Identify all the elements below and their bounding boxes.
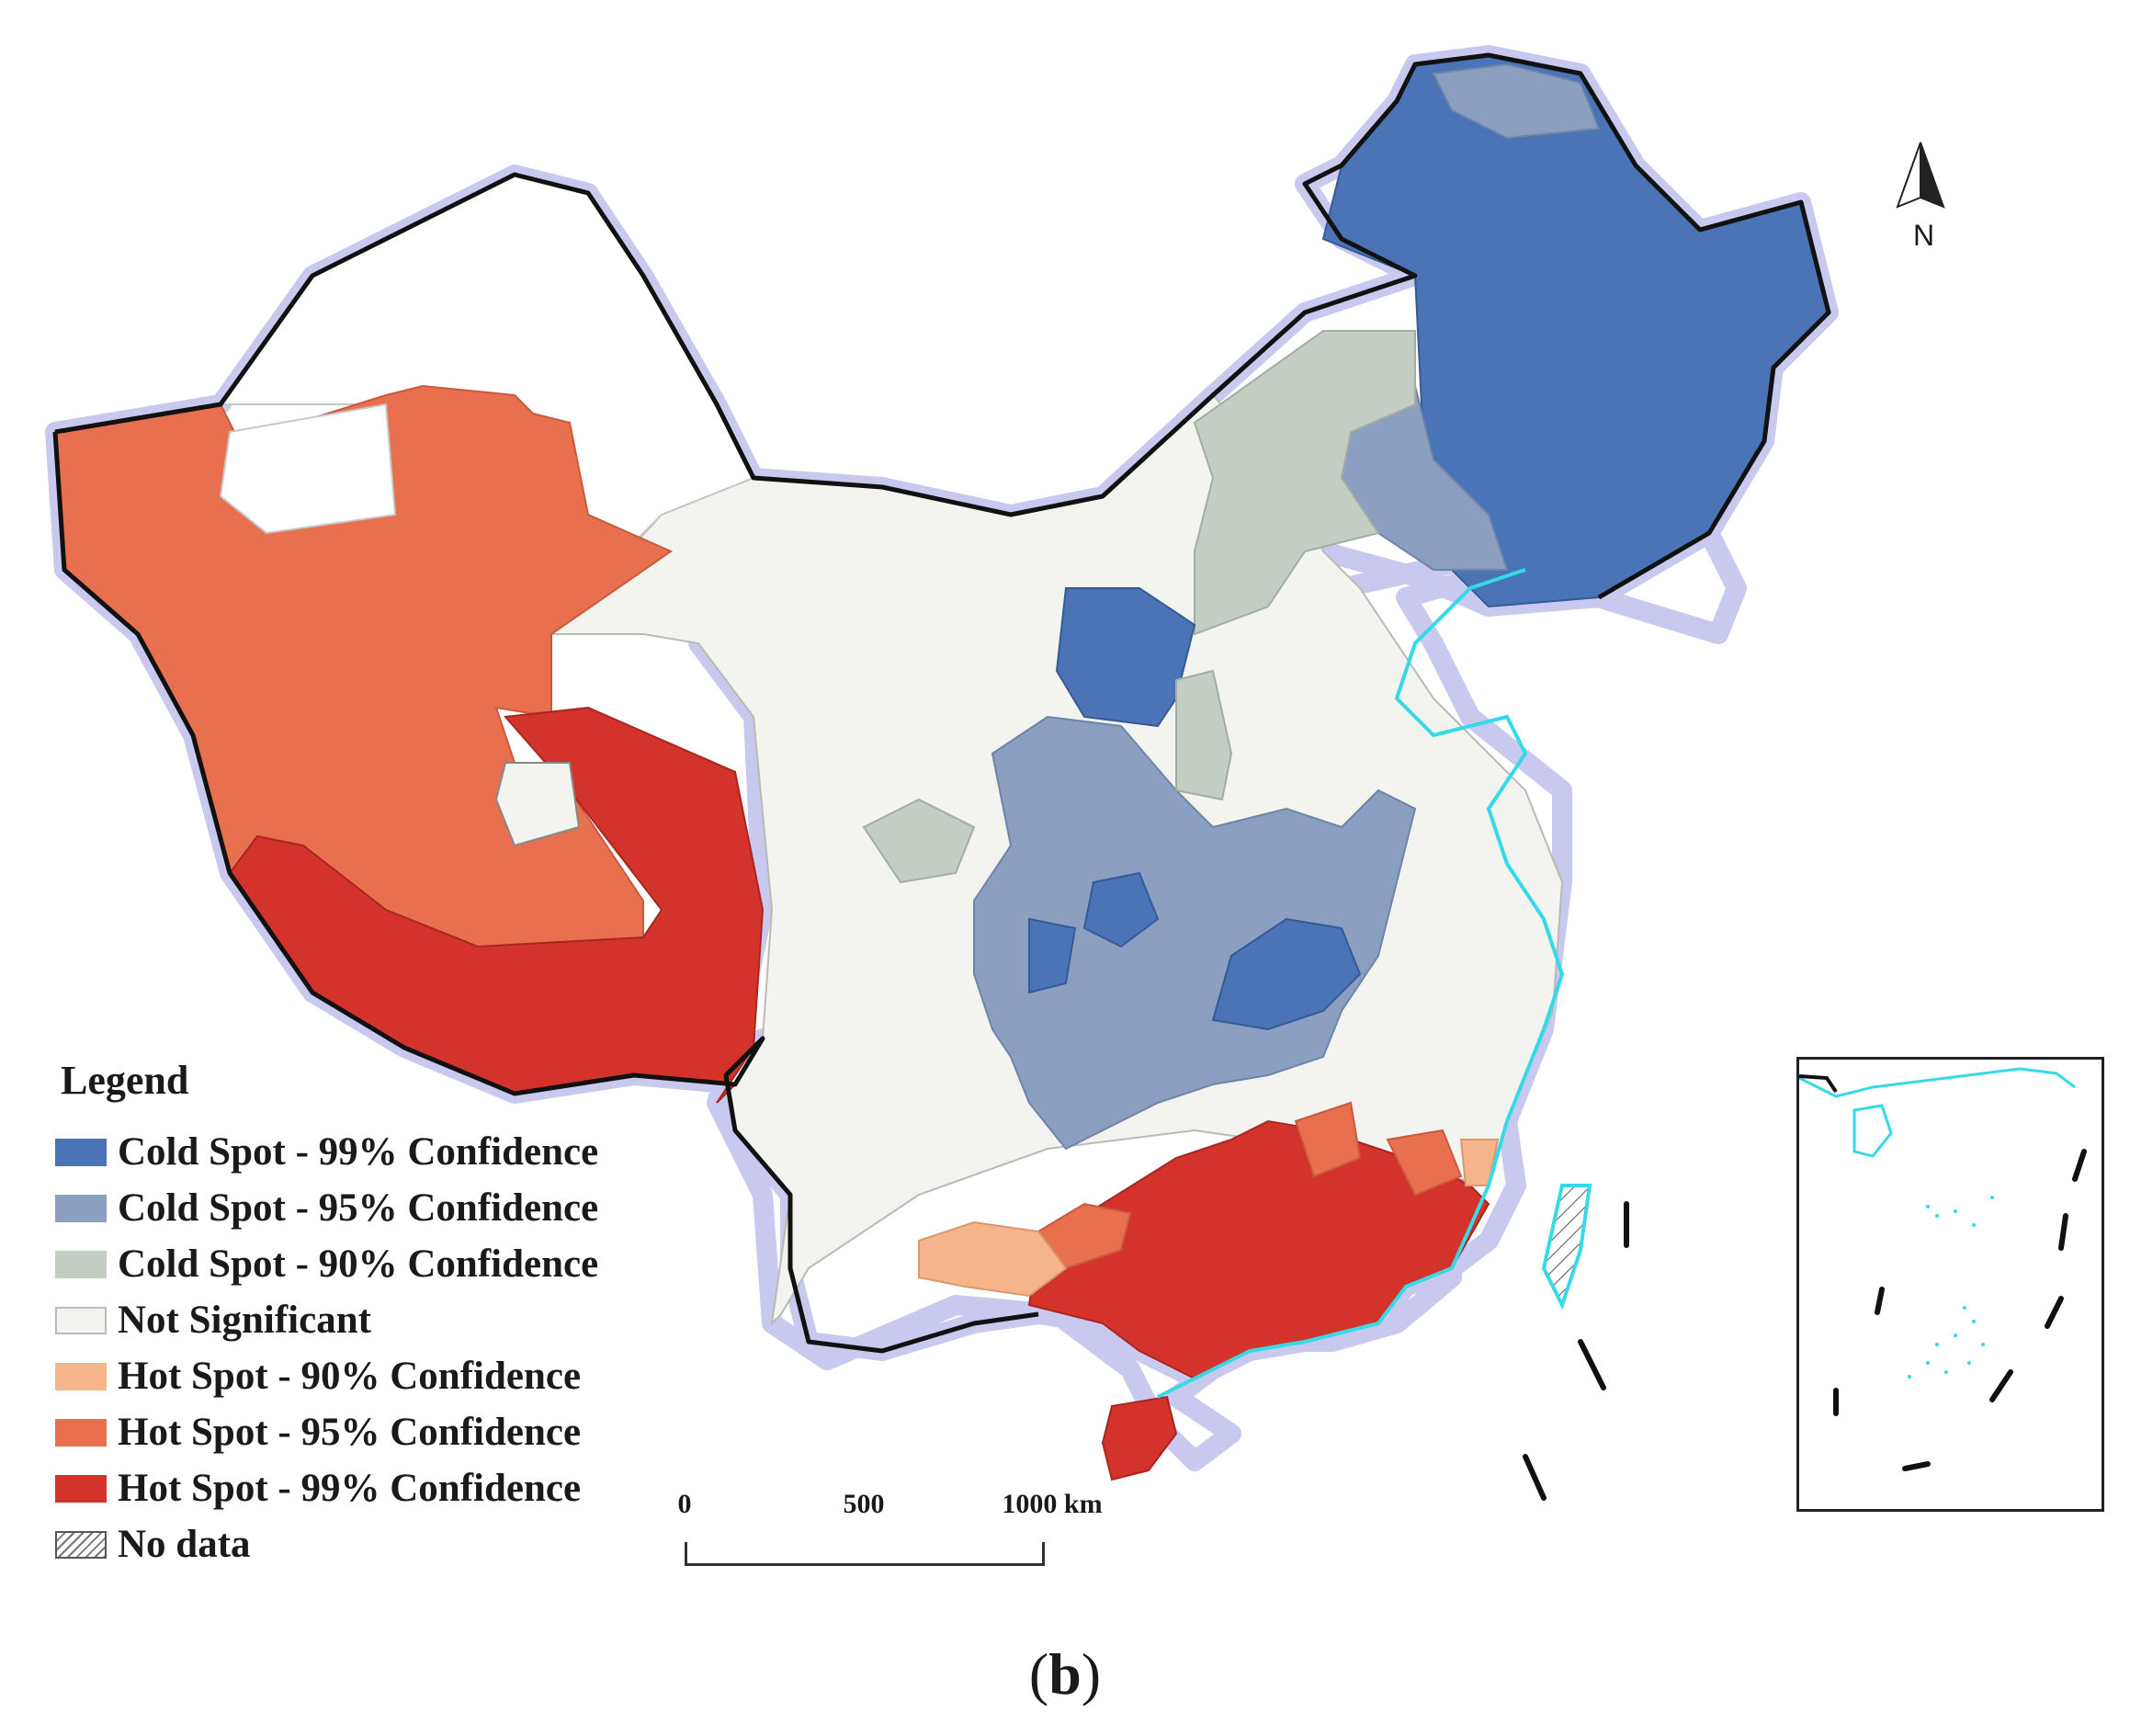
region-cold-99-sichuan — [1028, 917, 1077, 994]
legend-swatch — [55, 1194, 107, 1222]
region-no-value-tarim — [219, 403, 397, 535]
legend-item: No data — [55, 1516, 598, 1572]
region-hot-99-hainan — [1101, 1395, 1178, 1481]
region-cold-99-shaanxi — [1055, 587, 1196, 728]
north-arrow-icon — [1896, 142, 1945, 209]
legend-label: Cold Spot - 99% Confidence — [118, 1130, 599, 1174]
region-cold-95-central — [973, 715, 1417, 1151]
region-cold-90-inner-mongolia — [1193, 330, 1416, 636]
legend-label: Cold Spot - 90% Confidence — [118, 1242, 599, 1286]
legend-label: Hot Spot - 95% Confidence — [118, 1411, 582, 1454]
scale-bar: 0 500 1000 km — [675, 1489, 1103, 1571]
region-cold-90-gansu — [862, 798, 976, 884]
scale-label-0: 0 — [677, 1489, 692, 1519]
scale-label-1000: 1000 km — [1002, 1489, 1103, 1519]
north-arrow: N — [1893, 138, 1957, 257]
legend-label: Hot Spot - 90% Confidence — [118, 1355, 582, 1398]
region-hot-95-fujian — [1386, 1129, 1463, 1197]
legend-swatch — [55, 1474, 107, 1503]
figure-caption: (b) — [0, 1640, 2130, 1708]
region-cold-99-hunan — [1082, 871, 1160, 948]
national-border — [52, 52, 1831, 1354]
legend-swatch-hatch — [55, 1530, 107, 1559]
legend-label: No data — [118, 1523, 251, 1566]
legend-swatch — [55, 1418, 107, 1447]
legend-swatch — [55, 1250, 107, 1278]
legend-item: Cold Spot - 95% Confidence — [55, 1180, 598, 1236]
coastline — [1157, 568, 1565, 1399]
south-china-sea-inset — [1796, 1057, 2104, 1512]
region-not-significant-qinghai — [494, 762, 581, 847]
legend: Legend Cold Spot - 99% Confidence Cold S… — [55, 1057, 598, 1572]
region-hot-90-yunnan — [918, 1220, 1068, 1298]
region-cold-95-northeast-tip — [1432, 62, 1601, 140]
region-taiwan-no-data — [1541, 1184, 1592, 1311]
legend-label: Cold Spot - 95% Confidence — [118, 1186, 599, 1230]
region-cold-99-hubei — [1211, 917, 1362, 1031]
legend-label: Hot Spot - 99% Confidence — [118, 1467, 582, 1510]
inset-map — [1799, 1067, 2087, 1471]
scale-label-500: 500 — [843, 1489, 885, 1519]
caption-open: ( — [1028, 1641, 1049, 1707]
legend-swatch — [55, 1362, 107, 1390]
caption-letter: b — [1048, 1641, 1082, 1707]
scale-bar-line — [685, 1542, 1045, 1566]
north-label: N — [1913, 219, 1935, 252]
caption-close: ) — [1081, 1641, 1102, 1707]
legend-item: Not Significant — [55, 1292, 598, 1348]
legend-item: Hot Spot - 95% Confidence — [55, 1404, 598, 1460]
legend-item: Cold Spot - 90% Confidence — [55, 1236, 598, 1292]
legend-item: Cold Spot - 99% Confidence — [55, 1124, 598, 1180]
region-cold-90-shanxi — [1175, 669, 1233, 801]
nine-dash-line — [1523, 1201, 1629, 1501]
legend-swatch — [55, 1138, 107, 1166]
legend-label: Not Significant — [118, 1299, 371, 1342]
legend-swatch — [55, 1306, 107, 1334]
legend-item: Hot Spot - 99% Confidence — [55, 1460, 598, 1516]
legend-item: Hot Spot - 90% Confidence — [55, 1348, 598, 1404]
region-hot-95-guangdong — [1294, 1101, 1362, 1178]
legend-title: Legend — [61, 1058, 189, 1103]
